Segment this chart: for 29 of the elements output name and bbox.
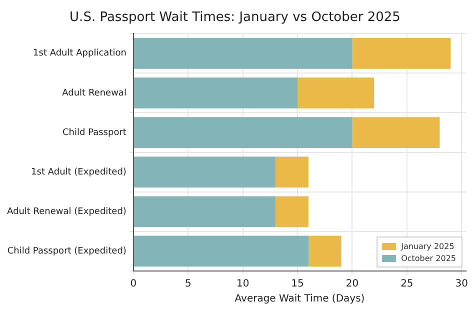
x-tick-label: 30 — [455, 278, 468, 290]
bar — [134, 156, 276, 188]
bar — [134, 196, 276, 228]
y-tick-label: Adult Renewal (Expedited) — [6, 206, 126, 217]
y-tick-label: 1st Adult Application — [33, 48, 126, 59]
bar — [352, 38, 451, 69]
bar — [134, 117, 352, 148]
y-tick-label: 1st Adult (Expedited) — [31, 167, 126, 178]
x-tick-label: 20 — [346, 278, 359, 290]
x-tick-label: 5 — [184, 278, 192, 290]
bar — [276, 196, 308, 228]
bar — [276, 156, 308, 188]
chart-title: U.S. Passport Wait Times: January vs October 2025 — [70, 10, 400, 26]
bar — [352, 117, 440, 148]
bar — [134, 78, 298, 108]
y-tick-label: Child Passport — [62, 128, 127, 138]
x-axis-title: Average Wait Time (Days) — [234, 294, 365, 305]
legend-label: October 2025 — [401, 254, 456, 264]
x-tick-label: 15 — [291, 278, 304, 290]
y-tick-label: Adult Renewal — [62, 88, 126, 98]
bar — [308, 236, 342, 267]
y-tick-label: Child Passport (Expedited) — [7, 246, 126, 257]
bar — [134, 38, 352, 69]
x-tick-label: 25 — [400, 278, 414, 290]
x-tick-label: 0 — [130, 278, 137, 290]
x-tick-label: 10 — [236, 278, 250, 290]
legend-label: January 2025 — [400, 242, 454, 252]
bar — [134, 236, 308, 267]
bar — [298, 78, 374, 108]
